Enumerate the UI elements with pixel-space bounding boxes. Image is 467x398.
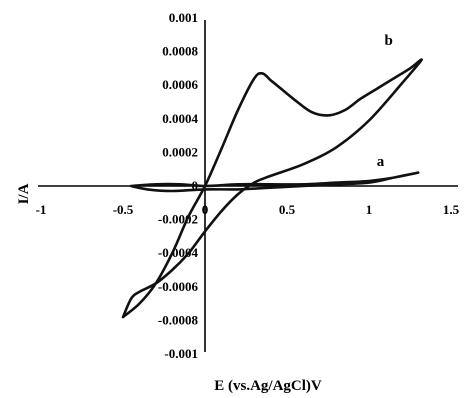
- x-tick-labels: -1 -0.5 0 0.5 1 1.5: [36, 202, 460, 217]
- y-tick-label: -0.001: [164, 346, 198, 361]
- series-a-label: a: [377, 154, 385, 170]
- x-tick-label: 0: [202, 202, 209, 217]
- x-tick-label: 1: [366, 202, 373, 217]
- y-tick-label: 0.0004: [162, 111, 198, 126]
- x-axis-label: E (vs.Ag/AgCl)V: [214, 378, 322, 394]
- y-tick-labels: 0.0010.00080.00060.00040.00020-0.0002-0.…: [158, 10, 199, 361]
- y-tick-label: -0.0006: [158, 279, 199, 294]
- x-tick-label: -1: [36, 202, 47, 217]
- y-tick-label: 0.0006: [162, 77, 198, 92]
- series-labels: ab: [377, 33, 393, 170]
- y-tick-label: 0.0002: [162, 144, 198, 159]
- y-tick-label: -0.0008: [158, 312, 199, 327]
- series-b-curve: [121, 58, 423, 319]
- y-tick-label: 0.001: [169, 10, 198, 25]
- x-tick-label: 1.5: [443, 202, 460, 217]
- series-curves: [121, 58, 423, 319]
- x-tick-label: 0.5: [279, 202, 296, 217]
- y-tick-label: -0.0002: [158, 212, 198, 227]
- y-tick-label: 0.0008: [162, 44, 198, 59]
- y-axis-label: I/A: [16, 183, 32, 204]
- series-a-curve: [129, 171, 420, 193]
- x-tick-label: -0.5: [113, 202, 134, 217]
- series-b-label: b: [385, 33, 393, 49]
- y-tick-label: -0.0004: [158, 245, 199, 260]
